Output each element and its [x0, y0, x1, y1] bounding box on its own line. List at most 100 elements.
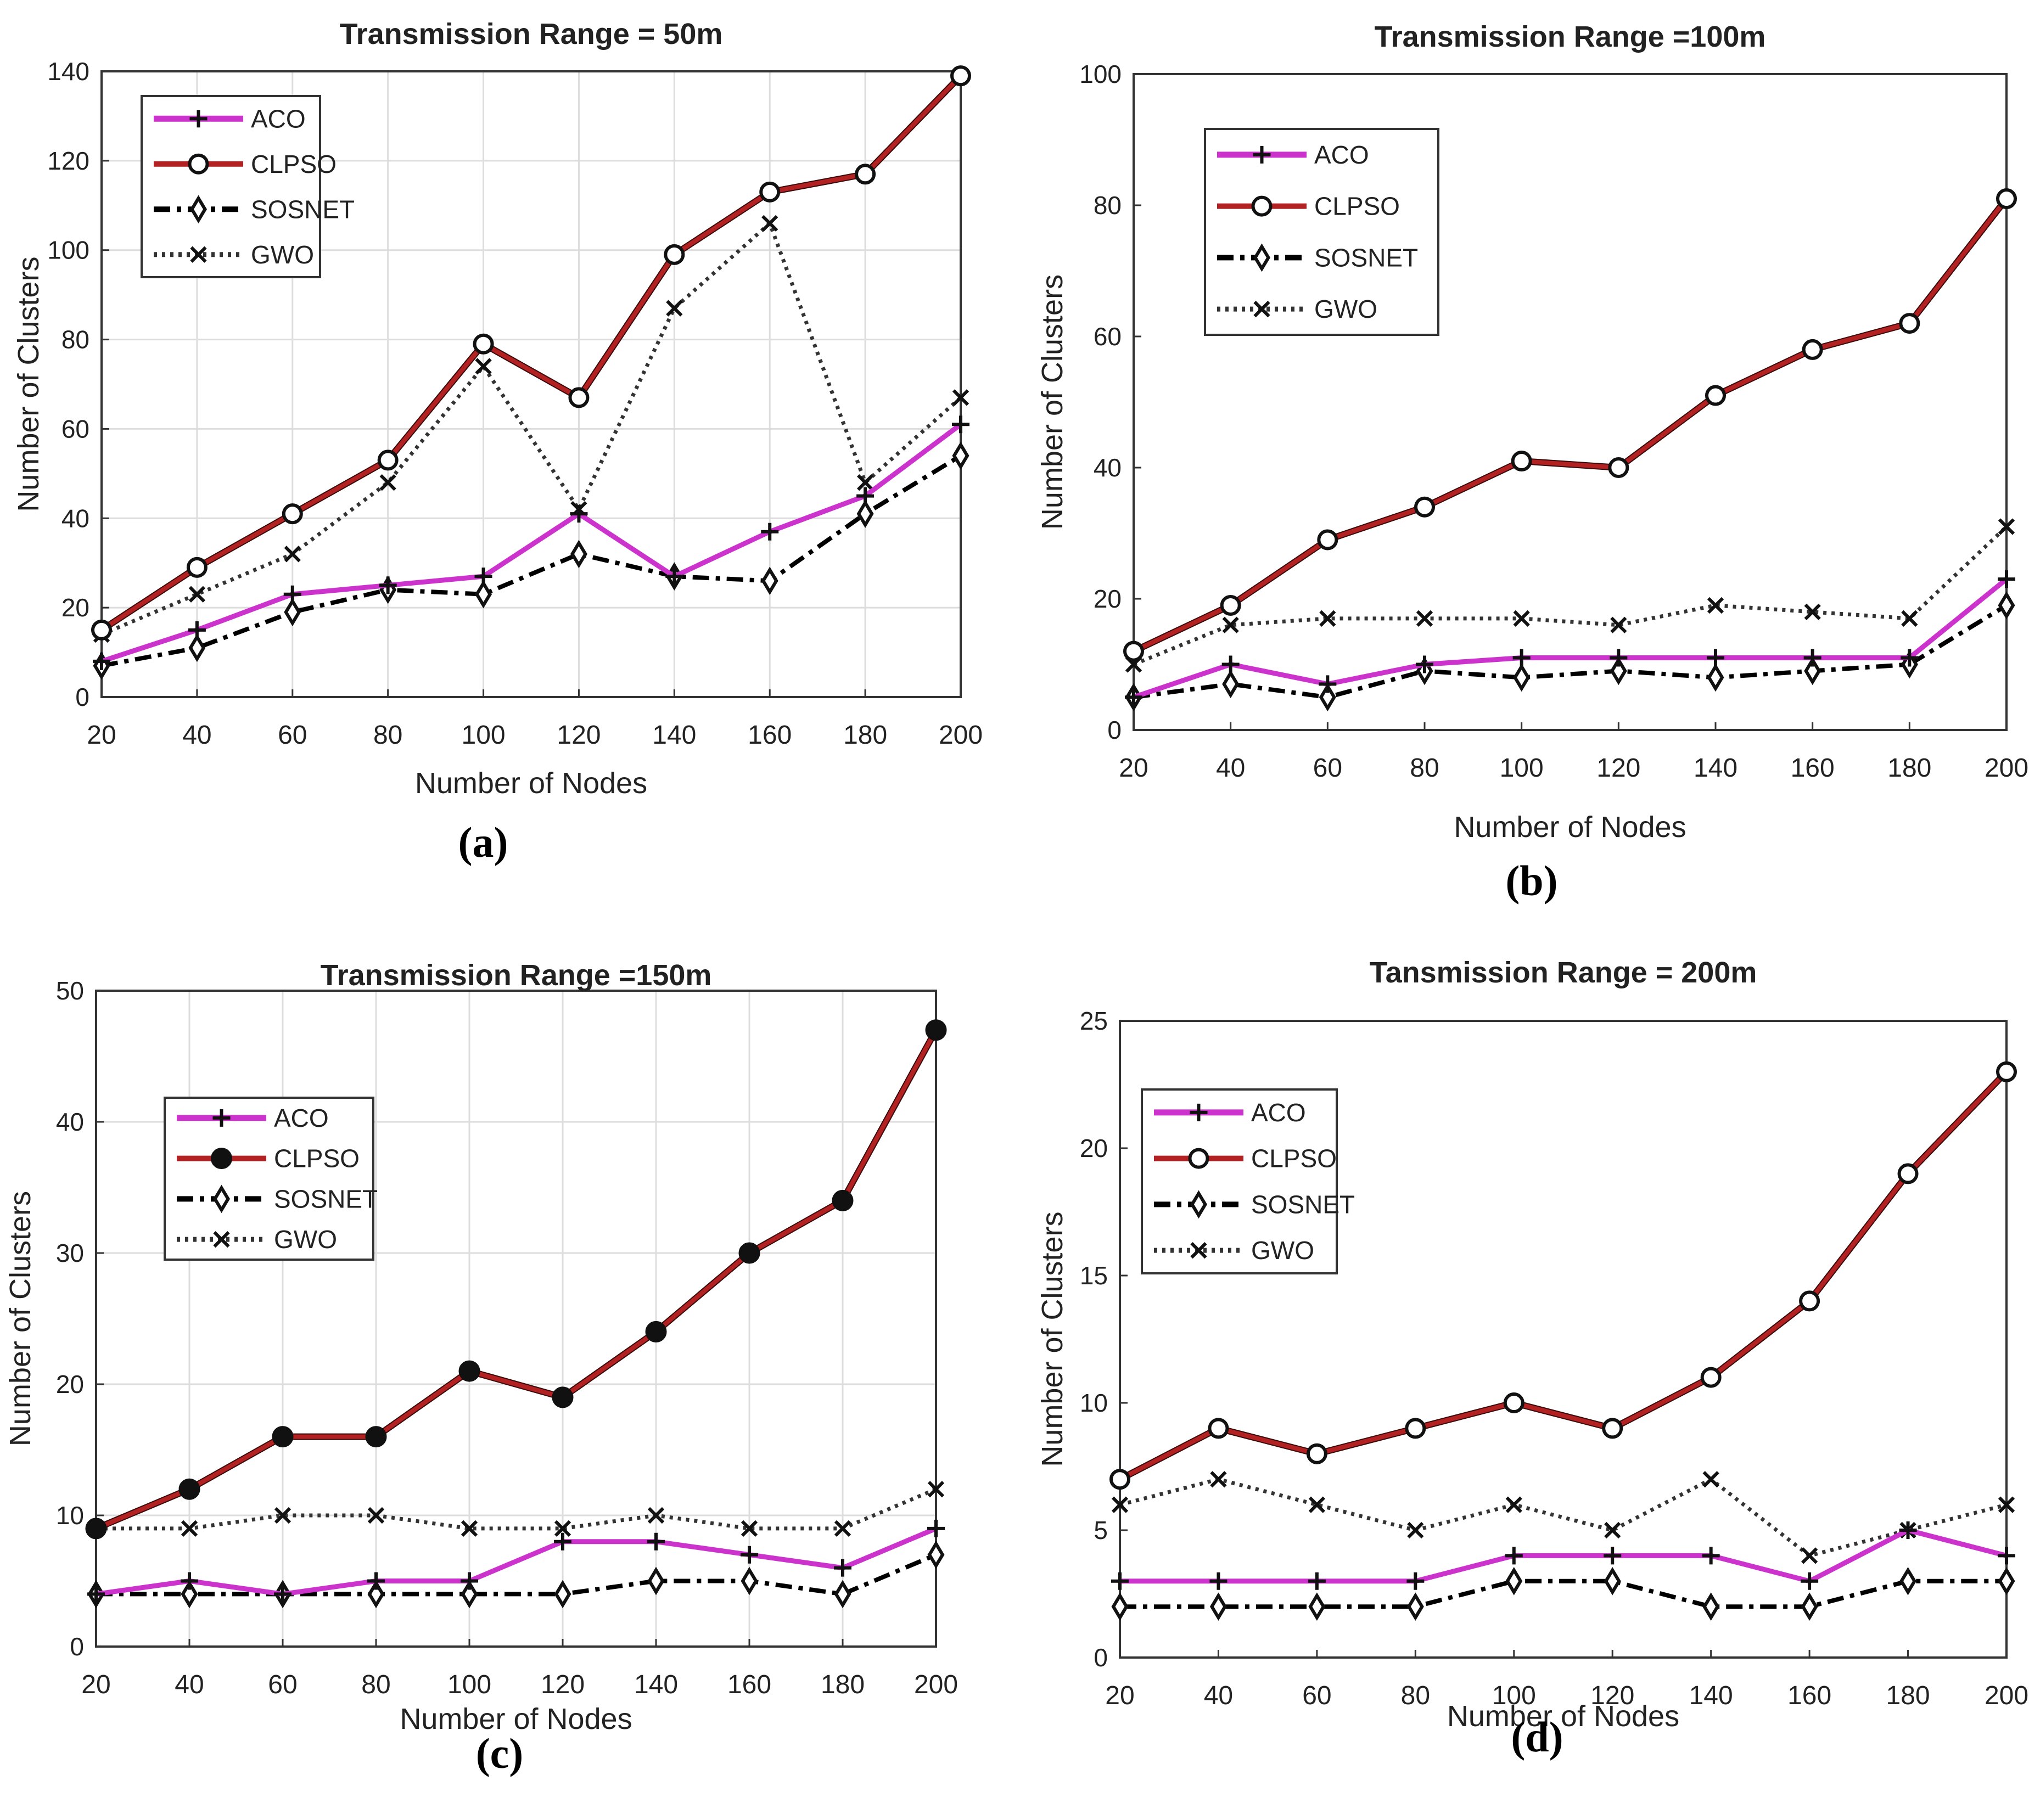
data-point-gwo	[554, 1520, 571, 1537]
data-point-aco	[93, 652, 110, 670]
legend: ACO CLPSO SOSNET GWO	[141, 95, 355, 278]
series-line-sosnet	[96, 1553, 937, 1597]
caption-d: (d)	[1511, 1713, 1563, 1761]
x-tick-label: 40	[175, 1670, 204, 1699]
data-point-sosnet	[461, 1580, 478, 1609]
data-point-clpso	[1123, 641, 1144, 662]
y-tick-label: 40	[56, 1108, 84, 1136]
data-point-aco	[1803, 649, 1821, 667]
data-point-aco	[554, 1532, 571, 1551]
data-point-aco	[952, 415, 969, 434]
y-axis-label: Number of Clusters	[12, 256, 45, 512]
legend-marker-clpso	[1188, 1148, 1209, 1169]
chart-d: 20 40 60 80 100 120 140 160 180 200 0 5 10 15 20 25 Tans…	[1036, 956, 2028, 1733]
data-point-aco	[761, 523, 779, 541]
data-point-sosnet	[181, 1580, 198, 1609]
data-point-clpso	[832, 1189, 854, 1211]
x-tick-label: 200	[1985, 754, 2028, 783]
y-axis-label: Number of Clusters	[4, 1191, 37, 1446]
data-point-aco	[1901, 649, 1919, 667]
series-line-aco	[1120, 1527, 2008, 1584]
x-tick-label: 100	[1492, 1681, 1536, 1710]
data-point-aco	[379, 576, 397, 594]
data-point-sosnet	[1801, 1592, 1818, 1621]
x-tick-label: 60	[268, 1670, 297, 1699]
y-tick-label: 120	[47, 147, 89, 175]
x-tick-label: 180	[821, 1670, 865, 1699]
data-point-sosnet	[1222, 670, 1240, 699]
data-point-sosnet	[1308, 1592, 1326, 1621]
data-point-clpso	[91, 619, 112, 641]
data-point-aco	[927, 1519, 945, 1537]
data-point-gwo	[1707, 597, 1724, 614]
y-tick-label: 10	[1080, 1389, 1108, 1417]
data-point-gwo	[1610, 616, 1627, 633]
data-point-gwo	[834, 1520, 851, 1537]
data-point-sosnet	[1707, 663, 1724, 692]
data-point-gwo	[1998, 1496, 2015, 1513]
caption-c: (c)	[475, 1729, 524, 1777]
data-point-aco	[1111, 1572, 1129, 1590]
x-tick-label: 120	[1596, 754, 1640, 783]
data-point-gwo	[1308, 1496, 1326, 1513]
data-point-sosnet	[367, 1580, 385, 1609]
x-tick-label: 140	[1694, 754, 1737, 783]
y-tick-label: 0	[70, 1632, 84, 1661]
data-point-clpso	[85, 1518, 107, 1540]
data-point-clpso	[645, 1321, 667, 1342]
series-line-clpso	[1119, 1070, 2008, 1481]
y-tick-label: 80	[1094, 191, 1122, 220]
data-point-clpso	[1414, 496, 1435, 518]
y-tick-label: 0	[75, 683, 89, 711]
data-point-aco	[834, 1559, 851, 1577]
data-point-sosnet	[647, 1566, 665, 1596]
caption-b: (b)	[1505, 857, 1558, 905]
legend: ACO CLPSO SOSNET GWO	[1204, 128, 1439, 336]
data-point-aco	[665, 568, 683, 586]
legend-marker-gwo	[213, 1231, 230, 1248]
data-point-clpso	[282, 503, 303, 525]
data-point-gwo	[1604, 1521, 1621, 1539]
data-point-sosnet	[1998, 591, 2015, 620]
data-point-aco	[647, 1532, 665, 1551]
legend-marker-aco	[189, 110, 208, 128]
x-tick-label: 100	[462, 721, 506, 750]
data-point-clpso	[458, 1360, 480, 1382]
series-line-clpso	[100, 74, 962, 632]
legend-label-aco: ACO	[1251, 1098, 1306, 1127]
legend-label-sosnet: SOSNET	[251, 195, 355, 223]
data-point-gwo	[367, 1507, 385, 1524]
legend: ACO CLPSO SOSNET GWO	[164, 1097, 378, 1261]
x-tick-label: 20	[1105, 1681, 1134, 1710]
data-point-aco	[474, 568, 492, 586]
chart-b: 20 40 60 80 100 120 140 160 180 200 0 20 40 60 80 100 Tr…	[1036, 20, 2028, 844]
data-point-aco	[1406, 1572, 1425, 1590]
legend-marker-sosnet	[190, 195, 207, 224]
data-point-aco	[570, 505, 588, 523]
legend-label-aco: ACO	[274, 1104, 329, 1132]
x-tick-label: 120	[557, 721, 601, 750]
legend-marker-gwo	[1253, 301, 1270, 318]
legend: ACO CLPSO SOSNET GWO	[1141, 1088, 1355, 1274]
data-point-sosnet	[284, 598, 301, 627]
data-point-gwo	[666, 300, 683, 317]
data-point-aco	[1125, 688, 1142, 706]
data-point-gwo	[379, 474, 396, 491]
data-point-sosnet	[1319, 683, 1336, 712]
data-point-clpso	[1700, 1367, 1722, 1388]
chart-c: 20 40 60 80 100 120 140 160 180 200 0 10 20 30 40 50 Tra…	[4, 959, 958, 1735]
data-point-aco	[1512, 649, 1531, 667]
data-point-sosnet	[834, 1580, 851, 1609]
chart-title: Tansmission Range = 200m	[1370, 956, 1757, 989]
data-point-clpso	[552, 1386, 574, 1408]
y-tick-label: 40	[1094, 453, 1122, 482]
data-point-sosnet	[475, 580, 492, 609]
legend-label-clpso: CLPSO	[274, 1144, 360, 1173]
x-tick-label: 140	[1689, 1681, 1733, 1710]
legend-label-clpso: CLPSO	[1251, 1144, 1337, 1173]
data-point-aco	[367, 1572, 385, 1590]
data-point-gwo	[1505, 1496, 1522, 1513]
x-tick-label: 40	[1204, 1681, 1233, 1710]
x-tick-label: 60	[1313, 754, 1342, 783]
data-point-gwo	[475, 358, 492, 375]
